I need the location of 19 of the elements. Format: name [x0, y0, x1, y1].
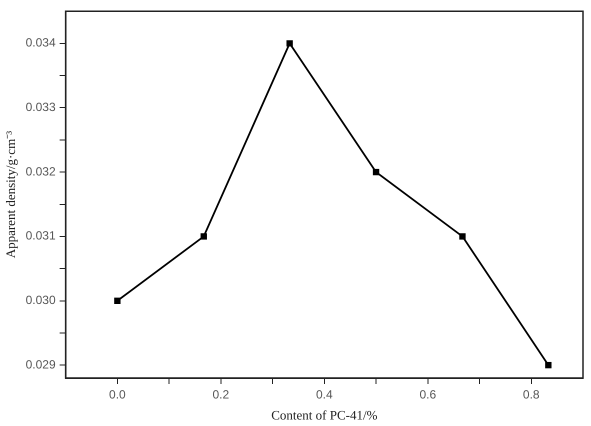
point — [372, 168, 380, 176]
y-tick-label: 0.031 — [26, 228, 56, 243]
x-tick-label: 0.2 — [212, 388, 230, 402]
y-tick-label: 0.032 — [26, 164, 56, 178]
point — [200, 233, 207, 240]
x-axis-title: Content of PC-41/% — [271, 408, 378, 423]
y-tick-label: 0.030 — [26, 293, 56, 308]
y-tick-label: 0.034 — [26, 36, 56, 50]
point — [114, 298, 121, 304]
x-tick-label: 0.4 — [316, 388, 333, 402]
point — [286, 40, 293, 47]
point — [545, 362, 552, 368]
y-axis-title: Apparent density/g·cm⁻³ — [3, 130, 18, 258]
x-tick-label: 0.6 — [419, 388, 436, 402]
x-tick-label: 0.8 — [522, 388, 540, 402]
point — [459, 233, 466, 240]
x-tick-label: 0.0 — [109, 388, 126, 402]
y-tick-label: 0.033 — [26, 100, 56, 114]
y-tick-label: 0.029 — [26, 357, 56, 372]
